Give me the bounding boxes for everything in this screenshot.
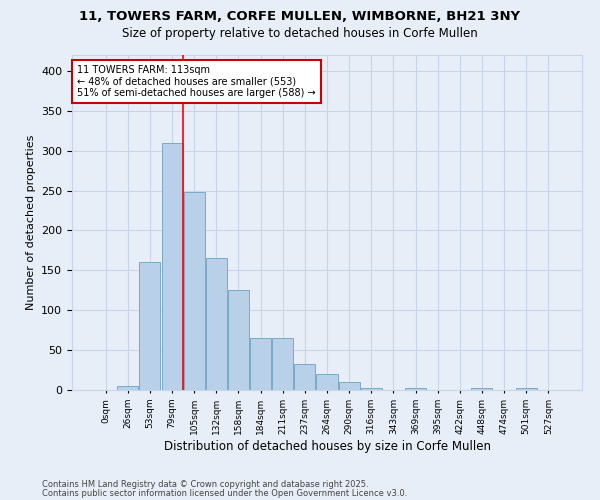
Bar [139, 262, 160, 390]
Bar [161, 142, 182, 390]
Bar [515, 388, 536, 390]
Bar [295, 364, 316, 390]
Bar [472, 388, 493, 390]
Text: 11 TOWERS FARM: 113sqm
← 48% of detached houses are smaller (553)
51% of semi-de: 11 TOWERS FARM: 113sqm ← 48% of detached… [77, 65, 316, 98]
Text: Contains public sector information licensed under the Open Government Licence v3: Contains public sector information licen… [42, 488, 407, 498]
Text: Size of property relative to detached houses in Corfe Mullen: Size of property relative to detached ho… [122, 28, 478, 40]
Bar [405, 388, 426, 390]
X-axis label: Distribution of detached houses by size in Corfe Mullen: Distribution of detached houses by size … [163, 440, 491, 452]
Y-axis label: Number of detached properties: Number of detached properties [26, 135, 35, 310]
Bar [206, 258, 227, 390]
Bar [228, 290, 249, 390]
Bar [361, 388, 382, 390]
Text: Contains HM Land Registry data © Crown copyright and database right 2025.: Contains HM Land Registry data © Crown c… [42, 480, 368, 489]
Bar [338, 382, 359, 390]
Bar [250, 338, 271, 390]
Bar [316, 374, 338, 390]
Bar [272, 338, 293, 390]
Bar [184, 192, 205, 390]
Bar [118, 386, 139, 390]
Text: 11, TOWERS FARM, CORFE MULLEN, WIMBORNE, BH21 3NY: 11, TOWERS FARM, CORFE MULLEN, WIMBORNE,… [79, 10, 521, 23]
